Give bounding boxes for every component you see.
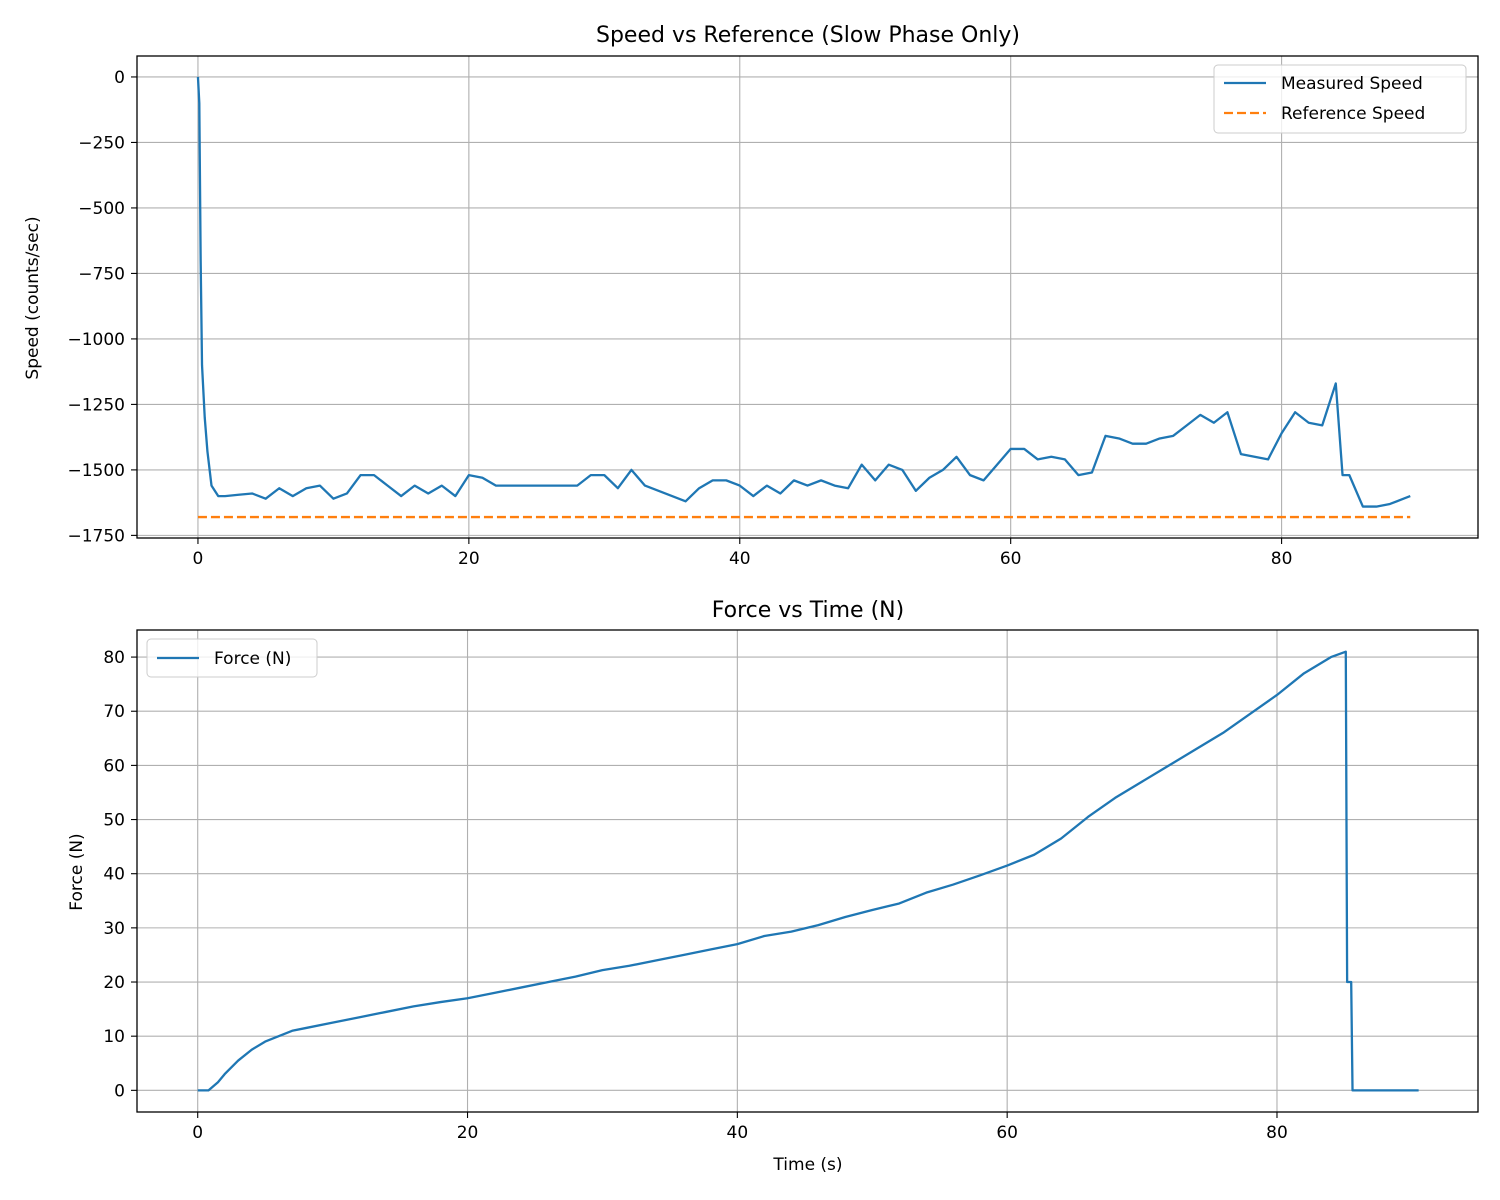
speed-x-tick-label: 60 — [1000, 549, 1022, 569]
force-x-tick-label: 40 — [727, 1123, 749, 1143]
speed-y-tick-label: −1500 — [67, 461, 125, 481]
force-chart-title: Force vs Time (N) — [712, 598, 904, 623]
speed-legend-box — [1213, 64, 1467, 134]
force-y-tick-label: 30 — [103, 919, 125, 939]
speed-y-tick-label: 0 — [114, 68, 125, 88]
speed-x-tick-label: 20 — [458, 549, 480, 569]
force-y-tick-label: 40 — [103, 865, 125, 885]
legend-reference-speed: Reference Speed — [1281, 104, 1425, 124]
legend-force: Force (N) — [214, 649, 291, 669]
speed-y-tick-label: −250 — [78, 133, 125, 153]
force-legend-box — [146, 638, 318, 678]
speed-y-tick-label: −1750 — [67, 526, 125, 546]
speed-chart: Speed vs Reference (Slow Phase Only) Spe… — [23, 23, 1479, 569]
speed-legend: Measured Speed Reference Speed — [1213, 64, 1467, 134]
speed-y-tick-label: −1000 — [67, 330, 125, 350]
force-y-axis-label: Force (N) — [67, 833, 87, 910]
speed-chart-title: Speed vs Reference (Slow Phase Only) — [596, 23, 1020, 48]
legend-measured-speed: Measured Speed — [1281, 74, 1423, 94]
speed-x-tick-label: 0 — [193, 549, 204, 569]
force-x-tick-label: 80 — [1266, 1123, 1288, 1143]
force-y-tick-label: 10 — [103, 1027, 125, 1047]
speed-x-tick-label: 80 — [1271, 549, 1293, 569]
force-x-tick-label: 60 — [996, 1123, 1018, 1143]
force-ticks: 0 20 40 60 80 0 10 20 30 40 50 60 70 80 — [103, 648, 1287, 1143]
speed-y-axis-label: Speed (counts/sec) — [23, 216, 43, 379]
force-series-force-n-line — [197, 650, 1419, 1092]
speed-y-tick-label: −750 — [78, 264, 125, 284]
speed-y-tick-label: −500 — [78, 199, 125, 219]
force-y-tick-label: 50 — [103, 811, 125, 831]
force-y-tick-label: 0 — [114, 1081, 125, 1101]
speed-plot-frame — [136, 55, 1479, 539]
force-x-axis-label: Time (s) — [772, 1155, 842, 1175]
force-series-group — [197, 650, 1419, 1092]
force-y-tick-label: 70 — [103, 702, 125, 722]
force-y-tick-label: 60 — [103, 756, 125, 776]
speed-x-tick-label: 40 — [729, 549, 751, 569]
force-y-tick-label: 80 — [103, 648, 125, 668]
force-y-tick-label: 20 — [103, 973, 125, 993]
force-plot-frame — [136, 629, 1479, 1113]
speed-ticks: 0 20 40 60 80 0 −250 −500 −750 −1000 −1250 −1500 −17… — [67, 68, 1292, 569]
speed-y-tick-label: −1250 — [67, 395, 125, 415]
speed-series-group — [196, 76, 1411, 519]
force-chart: Force vs Time (N) Force (N) Time (s) 0 20… — [67, 598, 1479, 1175]
force-legend: Force (N) — [146, 638, 318, 678]
force-x-tick-label: 0 — [192, 1123, 203, 1143]
speed-series-measured-speed-line — [196, 76, 1411, 508]
force-x-tick-label: 20 — [457, 1123, 479, 1143]
